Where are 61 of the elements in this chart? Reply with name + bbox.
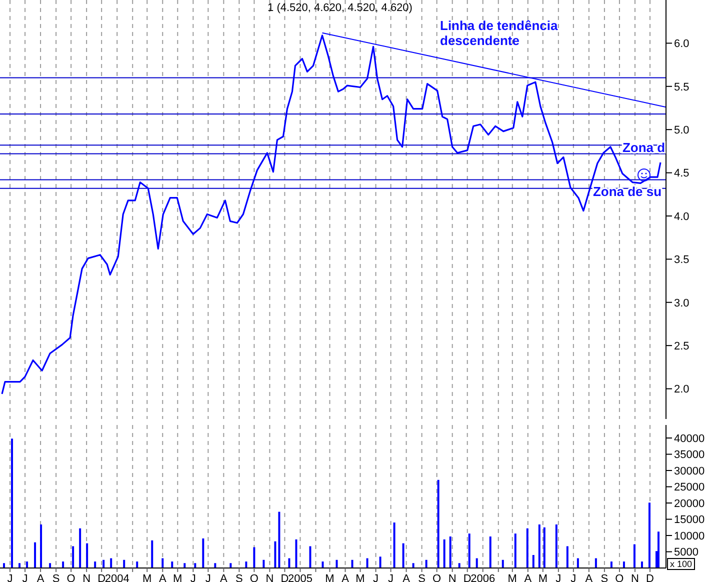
y-tick-label: 35000 <box>674 449 705 462</box>
text: x 100 <box>667 558 696 570</box>
y-tick-label: 6.0 <box>674 38 690 50</box>
y-tick-label: 5.5 <box>674 81 690 94</box>
x-tick-label: J <box>7 572 13 582</box>
y-tick-label: 4.5 <box>674 168 690 180</box>
x-tick-label: N <box>82 572 91 582</box>
x-tick-label: J <box>22 572 28 582</box>
y-tick-label: 5000 <box>674 546 698 559</box>
x-tick-label: 2004 <box>104 572 130 582</box>
x-tick-label: O <box>250 572 259 582</box>
x-tick-label: N <box>631 572 639 582</box>
annotation: Zona de su <box>592 184 662 200</box>
x-tick-label: S <box>236 572 243 582</box>
x-tick-label: A <box>220 572 228 582</box>
x-tick-label: M <box>356 572 365 582</box>
y-tick-label: 40000 <box>674 432 705 445</box>
x-tick-label: N <box>448 572 456 582</box>
x-tick-label: S <box>52 572 60 582</box>
x-tick-label: A <box>36 572 45 582</box>
x-tick-label: A <box>158 572 167 582</box>
y-tick-label: 5.0 <box>674 124 690 136</box>
x-tick-label: D <box>646 572 654 582</box>
x-tick-label: M <box>142 572 152 582</box>
y-tick-label: 3.0 <box>674 297 690 310</box>
y-tick-label: 30000 <box>674 465 705 478</box>
y-tick-label: 10000 <box>674 530 705 542</box>
x-tick-label: M <box>538 572 548 582</box>
annotation: Linha de tendência descendente <box>440 18 559 48</box>
x-tick-label: A <box>402 572 411 582</box>
y-tick-label: 25000 <box>674 482 705 494</box>
y-tick-label: 15000 <box>674 514 705 526</box>
x-tick-label: O <box>66 572 76 582</box>
x-tick-label: 2006 <box>470 572 496 582</box>
y-tick-label: 20000 <box>674 498 705 510</box>
x-tick-label: J <box>388 572 394 582</box>
x-tick-label: M <box>325 572 334 582</box>
x-tick-label: A <box>524 572 532 582</box>
chart-title: 1 (4.520, 4.620, 4.520, 4.620) <box>266 2 414 14</box>
x-tick-label: O <box>432 572 442 582</box>
x-tick-label: J <box>373 572 379 582</box>
x-tick-label: J <box>570 572 576 582</box>
x-tick-label: D <box>280 572 289 582</box>
x-tick-label: M <box>508 572 517 582</box>
y-tick-label: 2.5 <box>674 340 690 352</box>
x-tick-label: A <box>342 572 350 582</box>
x-tick-label: D <box>98 572 106 582</box>
x-tick-label: A <box>585 572 594 582</box>
x-tick-label: S <box>418 572 426 582</box>
x-tick-label: J <box>205 572 211 582</box>
x-tick-label: N <box>266 572 274 582</box>
y-tick-label: 2.0 <box>674 384 690 396</box>
x-tick-label: J <box>190 572 196 582</box>
x-tick-label: O <box>615 572 624 582</box>
x-tick-label: M <box>173 572 182 582</box>
x-tick-label: J <box>556 572 562 582</box>
y-tick-label: 4.0 <box>674 210 690 223</box>
x-tick-label: D <box>463 572 472 582</box>
x-tick-label: S <box>600 572 608 582</box>
y-tick-label: 3.5 <box>674 254 690 266</box>
x-tick-label: 2005 <box>288 572 312 582</box>
